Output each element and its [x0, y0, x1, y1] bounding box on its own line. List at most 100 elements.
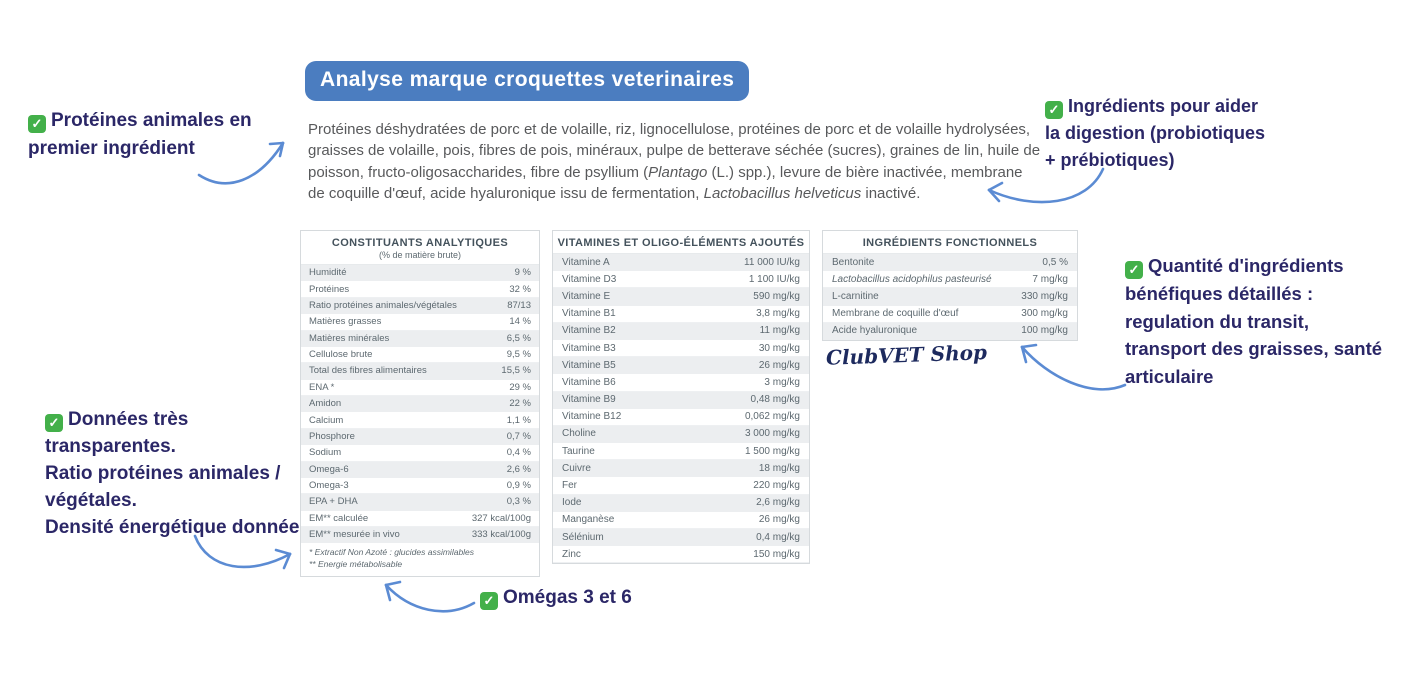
- row-label: Taurine: [562, 445, 595, 457]
- row-value: 9,5 %: [506, 349, 531, 361]
- row-label: Phosphore: [309, 430, 355, 442]
- row-label: ENA *: [309, 381, 335, 393]
- table-row: Vitamine A 11 000 IU/kg: [553, 254, 809, 272]
- annotation-transparent-data: ✓ Données très transparentes. Ratio proté…: [45, 407, 315, 542]
- check-icon: ✓: [1125, 261, 1143, 279]
- row-label: Matières minérales: [309, 332, 390, 344]
- table-row: Sélénium 0,4 mg/kg: [553, 529, 809, 547]
- table-row: Bentonite 0,5 %: [823, 254, 1077, 272]
- paragraph-segment: Lactobacillus helveticus: [703, 184, 862, 202]
- annotation-arrow: [384, 580, 476, 613]
- row-label: Membrane de coquille d'œuf: [832, 308, 959, 320]
- row-value: 0,9 %: [506, 480, 531, 492]
- row-label: Ratio protéines animales/végétales: [309, 299, 457, 311]
- table-row: Vitamine B3 30 mg/kg: [553, 340, 809, 358]
- row-label: Vitamine B2: [562, 325, 616, 337]
- table-row: Vitamine B9 0,48 mg/kg: [553, 391, 809, 409]
- table-header: INGRÉDIENTS FONCTIONNELS: [823, 231, 1077, 254]
- row-label: Vitamine B5: [562, 359, 616, 371]
- row-value: 0,062 mg/kg: [744, 411, 800, 423]
- annotation-detailed-quantities: ✓ Quantité d'ingrédients bénéfiques détai…: [1125, 252, 1412, 391]
- row-value: 15,5 %: [501, 365, 531, 377]
- table-row: Protéines 32 %: [301, 281, 539, 298]
- annotation-text: Quantité d'ingrédients bénéfiques détail…: [1125, 255, 1383, 387]
- table-row: Acide hyaluronique 100 mg/kg: [823, 322, 1077, 340]
- row-value: 0,7 %: [506, 430, 531, 442]
- table-footnote: * Extractif Non Azoté : glucides assimil…: [309, 547, 475, 558]
- row-label: Vitamine E: [562, 290, 611, 302]
- row-label: Fer: [562, 480, 577, 492]
- row-value: 300 mg/kg: [1021, 308, 1068, 320]
- row-value: 2,6 mg/kg: [756, 497, 800, 509]
- table-title: INGRÉDIENTS FONCTIONNELS: [862, 237, 1038, 249]
- table-row: Humidité 9 %: [301, 265, 539, 282]
- table-row: Total des fibres alimentaires 15,5 %: [301, 363, 539, 380]
- row-label: Iode: [562, 497, 582, 509]
- row-label: Cellulose brute: [309, 349, 373, 361]
- row-value: 150 mg/kg: [753, 548, 800, 560]
- row-label: Vitamine B1: [562, 308, 616, 320]
- check-icon: ✓: [1045, 101, 1063, 119]
- functional-ingredients-table: INGRÉDIENTS FONCTIONNELS Bentonite 0,5 % L…: [822, 230, 1078, 341]
- annotation-first-ingredient: ✓ Protéines animales en premier ingrédien…: [28, 107, 290, 162]
- paragraph-segment: inactivé.: [861, 184, 921, 202]
- table-body: Humidité 9 % Protéines 32 % Ratio protéines …: [301, 265, 539, 544]
- table-row: Lactobacillus acidophilus pasteurisé 7 mg…: [823, 271, 1077, 289]
- row-value: 7 mg/kg: [1032, 273, 1068, 285]
- row-value: 9 %: [514, 267, 531, 279]
- row-label: Acide hyaluronique: [832, 325, 918, 337]
- row-value: 3 000 mg/kg: [744, 428, 800, 440]
- row-value: 100 mg/kg: [1021, 325, 1068, 337]
- row-label: Vitamine B6: [562, 376, 616, 388]
- row-label: Protéines: [309, 283, 350, 295]
- row-label: L-carnitine: [832, 290, 879, 302]
- annotation-arrow: [193, 534, 292, 570]
- row-label: EM** mesurée in vivo: [309, 529, 400, 541]
- row-value: 333 kcal/100g: [471, 529, 531, 541]
- table-row: Vitamine D3 1 100 IU/kg: [553, 271, 809, 289]
- table-footnotes: * Extractif Non Azoté : glucides assimil…: [301, 543, 539, 576]
- row-value: 14 %: [509, 316, 531, 328]
- row-value: 0,48 mg/kg: [750, 394, 800, 406]
- row-label: Vitamine B3: [562, 342, 616, 354]
- row-label: Omega-3: [309, 480, 349, 492]
- analytical-constituents-table: CONSTITUANTS ANALYTIQUES (% de matière b…: [300, 230, 540, 578]
- row-value: 0,4 %: [506, 447, 531, 459]
- annotation-text: Données très transparentes. Ratio protéi…: [45, 409, 300, 538]
- row-value: 6,5 %: [506, 332, 531, 344]
- table-subtitle: (% de matière brute): [378, 250, 462, 260]
- vitamins-trace-elements-table: VITAMINES ET OLIGO-ÉLÉMENTS AJOUTÉS Vita…: [552, 230, 810, 565]
- row-label: Lactobacillus acidophilus pasteurisé: [832, 273, 992, 285]
- check-icon: ✓: [45, 414, 63, 432]
- table-row: Vitamine B2 11 mg/kg: [553, 322, 809, 340]
- table-row: Matières grasses 14 %: [301, 314, 539, 331]
- table-row: Vitamine B12 0,062 mg/kg: [553, 409, 809, 426]
- row-value: 330 mg/kg: [1021, 290, 1068, 302]
- table-row: Amidon 22 %: [301, 396, 539, 413]
- row-value: 3,8 mg/kg: [756, 308, 800, 320]
- row-label: Sélénium: [562, 531, 604, 543]
- row-value: 11 mg/kg: [759, 325, 800, 337]
- row-label: Vitamine A: [562, 256, 610, 268]
- row-value: 30 mg/kg: [758, 342, 800, 354]
- annotation-arrow: [987, 167, 1105, 204]
- row-label: Calcium: [309, 414, 344, 426]
- table-row: Calcium 1,1 %: [301, 412, 539, 429]
- row-label: Amidon: [309, 398, 342, 410]
- table-row: Omega-3 0,9 %: [301, 478, 539, 495]
- row-label: EPA + DHA: [309, 496, 358, 508]
- row-label: Omega-6: [309, 463, 349, 475]
- row-label: Manganèse: [562, 514, 615, 526]
- check-icon: ✓: [28, 115, 46, 133]
- table-header: VITAMINES ET OLIGO-ÉLÉMENTS AJOUTÉS: [553, 231, 809, 254]
- table-row: Sodium 0,4 %: [301, 445, 539, 462]
- table-row: Vitamine B1 3,8 mg/kg: [553, 306, 809, 323]
- table-header: CONSTITUANTS ANALYTIQUES (% de matière b…: [301, 231, 539, 265]
- table-row: Taurine 1 500 mg/kg: [553, 443, 809, 461]
- title-banner: Analyse marque croquettes veterinaires: [305, 61, 750, 101]
- row-label: Vitamine D3: [562, 273, 617, 285]
- table-body: Vitamine A 11 000 IU/kg Vitamine D3 1 100 I…: [553, 254, 809, 564]
- row-value: 29 %: [509, 381, 531, 393]
- table-body: Bentonite 0,5 % Lactobacillus acidophilus …: [823, 254, 1077, 340]
